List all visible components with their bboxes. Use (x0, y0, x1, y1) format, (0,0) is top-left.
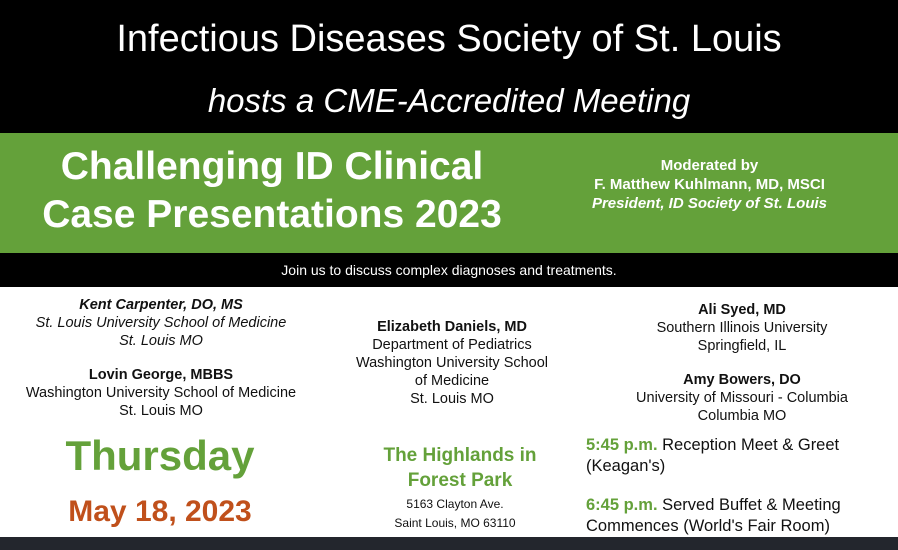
speaker-lovin: Lovin George, MBBS Washington University… (0, 366, 322, 420)
event-title-line1: Challenging ID Clinical (60, 145, 484, 188)
venue-name-line2: Forest Park (407, 470, 513, 491)
speaker-name: Amy Bowers, DO (683, 372, 801, 388)
schedule-line2: (Keagan's) (586, 457, 666, 475)
speaker-name: Lovin George, MBBS (88, 367, 234, 383)
speaker-elizabeth: Elizabeth Daniels, MD Department of Pedi… (330, 318, 574, 408)
speaker-ali: Ali Syed, MD Southern Illinois Universit… (600, 301, 884, 355)
event-day: Thursday (65, 432, 255, 479)
speaker-affiliation: Southern Illinois University (656, 320, 828, 336)
schedule-time: 5:45 p.m. (586, 436, 658, 454)
tagline-bar: Join us to discuss complex diagnoses and… (0, 253, 898, 287)
event-banner (0, 133, 898, 253)
event-date: May 18, 2023 (68, 495, 252, 528)
speaker-location: St. Louis MO (410, 391, 494, 407)
speaker-location: St. Louis MO (119, 333, 203, 349)
speaker-affiliation: Washington University School of Medicine (25, 385, 297, 401)
venue-address: 5163 Clayton Ave. Saint Louis, MO 63110 (340, 495, 570, 533)
schedule-item: 5:45 p.m. Reception Meet & Greet (Keagan… (586, 435, 886, 477)
venue-name: The Highlands in Forest Park (340, 443, 580, 493)
schedule-line1: 5:45 p.m. Reception Meet & Greet (586, 435, 886, 456)
meeting-subtitle: hosts a CME-Accredited Meeting (207, 82, 691, 119)
speaker-name: Kent Carpenter, DO, MS (79, 297, 243, 313)
schedule-desc: Served Buffet & Meeting (657, 496, 841, 514)
speaker-name: Ali Syed, MD (698, 302, 786, 318)
moderator-label: Moderated by (660, 157, 759, 174)
header-banner (0, 0, 898, 133)
schedule-item: 6:45 p.m. Served Buffet & Meeting Commen… (586, 495, 886, 537)
event-title-line2: Case Presentations 2023 (42, 193, 502, 236)
schedule-line2: Commences (World's Fair Room) (586, 517, 830, 535)
speaker-kent: Kent Carpenter, DO, MS St. Louis Univers… (0, 296, 322, 350)
speaker-affiliation: St. Louis University School of Medicine (35, 315, 287, 331)
speaker-affiliation: University of Missouri - Columbia (636, 390, 848, 406)
speaker-location: Springfield, IL (697, 338, 787, 354)
society-title: Infectious Diseases Society of St. Louis (116, 18, 782, 60)
event-title: Challenging ID Clinical Case Presentatio… (12, 143, 532, 239)
speaker-name: Elizabeth Daniels, MD (377, 319, 527, 335)
speaker-affiliation: Washington University School (355, 355, 549, 371)
speaker-location: St. Louis MO (119, 403, 203, 419)
venue-street: 5163 Clayton Ave. (406, 497, 504, 511)
speaker-location: Columbia MO (697, 408, 787, 424)
moderator-block: Moderated by F. Matthew Kuhlmann, MD, MS… (562, 156, 857, 213)
schedule-time: 6:45 p.m. (586, 496, 658, 514)
bottom-bar (0, 537, 898, 550)
schedule-line1: 6:45 p.m. Served Buffet & Meeting (586, 495, 886, 516)
speaker-affiliation-cont: of Medicine (414, 373, 490, 389)
schedule-desc: Reception Meet & Greet (657, 436, 840, 454)
venue-name-line1: The Highlands in (383, 445, 537, 466)
venue-city: Saint Louis, MO 63110 (394, 516, 516, 530)
moderator-role: President, ID Society of St. Louis (591, 195, 828, 212)
speaker-department: Department of Pediatrics (372, 337, 532, 353)
speaker-amy: Amy Bowers, DO University of Missouri - … (600, 371, 884, 425)
moderator-name: F. Matthew Kuhlmann, MD, MSCI (594, 176, 825, 193)
